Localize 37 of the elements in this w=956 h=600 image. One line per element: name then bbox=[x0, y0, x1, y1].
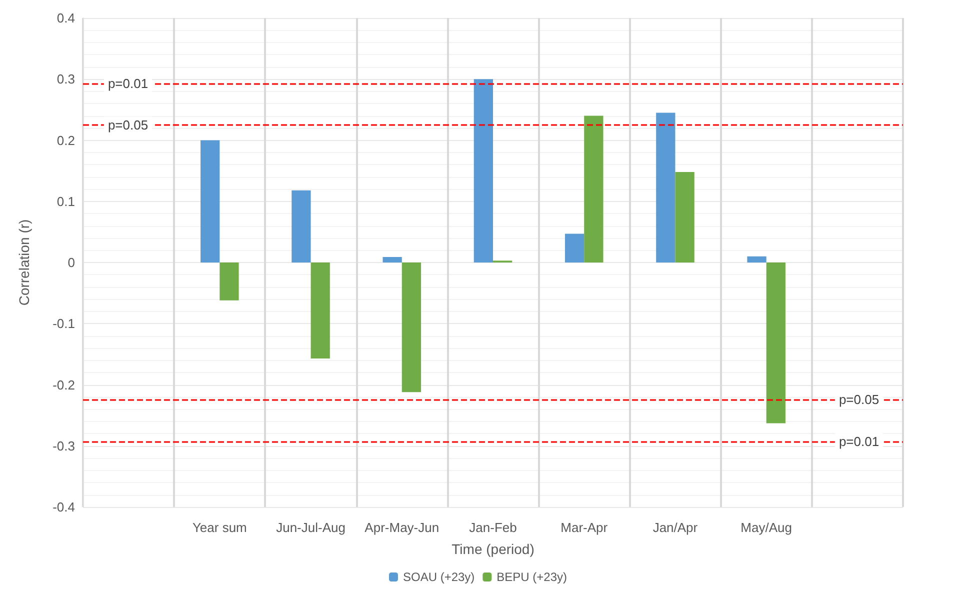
y-tick-label: -0.4 bbox=[52, 500, 75, 514]
y-axis-title: Correlation (r) bbox=[16, 219, 32, 306]
bar bbox=[220, 262, 239, 300]
bar bbox=[584, 116, 604, 262]
annotation: p=0.01 bbox=[108, 76, 148, 91]
annotation: p=0.05 bbox=[838, 392, 880, 407]
x-tick-label: Jun-Jul-Aug bbox=[276, 520, 346, 535]
y-tick-label: -0.2 bbox=[52, 377, 75, 392]
bar bbox=[200, 140, 220, 262]
x-axis-title: Time (period) bbox=[452, 541, 534, 557]
bar bbox=[474, 79, 493, 262]
legend-label: BEPU (+23y) bbox=[496, 570, 568, 584]
bar bbox=[564, 234, 584, 262]
bar bbox=[747, 256, 766, 262]
legend-label: SOAU (+23y) bbox=[402, 570, 475, 584]
y-tick-label: 0 bbox=[68, 255, 75, 270]
x-tick-label: Jan/Apr bbox=[652, 520, 698, 535]
bar bbox=[656, 112, 676, 262]
annotation: p=0.01 bbox=[838, 434, 880, 450]
x-tick-label: Apr-May-Jun bbox=[364, 520, 440, 535]
x-tick-label: Year sum bbox=[192, 520, 247, 535]
bar bbox=[382, 257, 402, 262]
x-tick-label: Mar-Apr bbox=[560, 520, 608, 535]
bar bbox=[402, 262, 422, 392]
bar bbox=[675, 172, 694, 262]
y-tick-label: 0.3 bbox=[56, 72, 75, 87]
bar bbox=[766, 262, 786, 424]
y-tick-label: 0.2 bbox=[56, 132, 75, 148]
x-tick-label: May/Aug bbox=[740, 520, 792, 535]
y-tick-label: 0.1 bbox=[56, 194, 75, 209]
y-tick-label: -0.3 bbox=[52, 438, 75, 454]
y-tick-label: -0.1 bbox=[52, 316, 75, 332]
y-tick-label: 0.4 bbox=[56, 10, 75, 26]
bar bbox=[292, 190, 311, 262]
x-tick-label: Jan-Feb bbox=[469, 520, 517, 535]
annotation: p=0.05 bbox=[108, 117, 148, 132]
bar bbox=[310, 262, 330, 358]
